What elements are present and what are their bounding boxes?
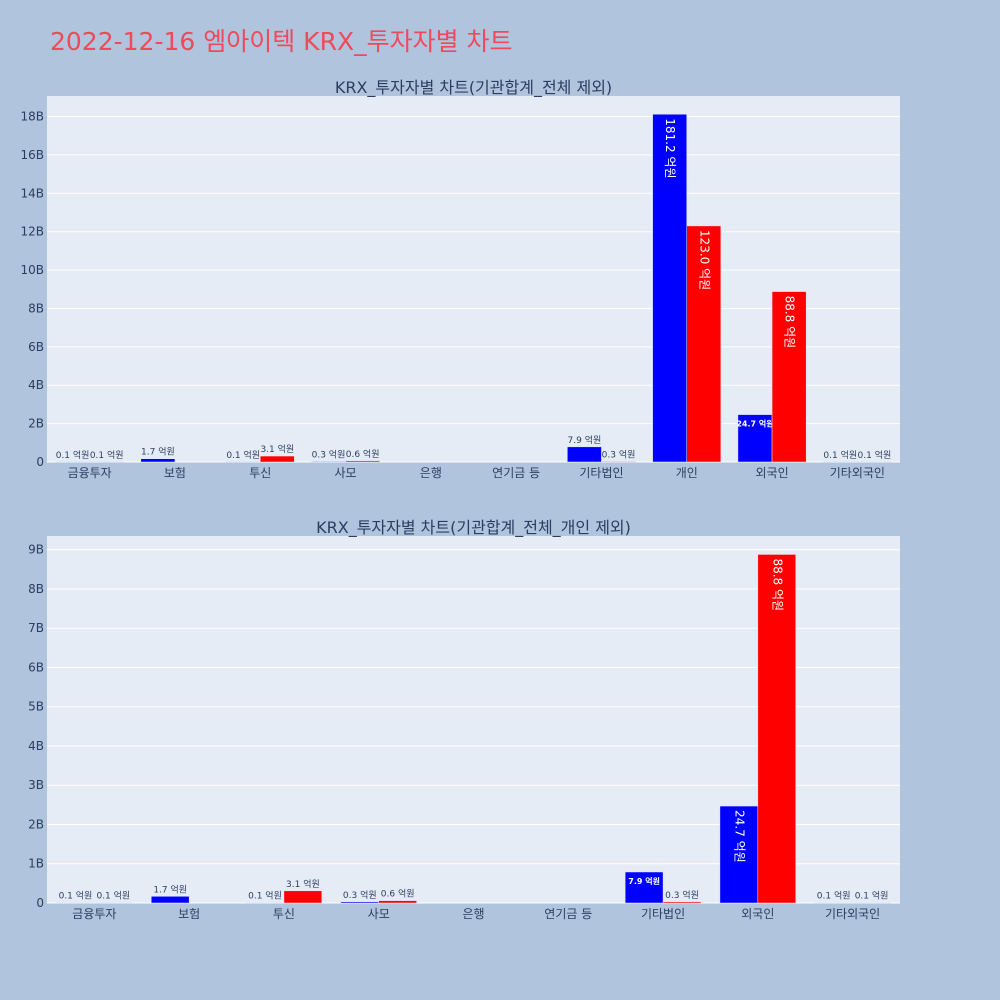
y-tick-label: 18B (20, 110, 44, 124)
y-tick-label: 0 (36, 896, 44, 910)
bar (311, 461, 346, 463)
bar (757, 554, 796, 904)
bar (260, 455, 295, 463)
x-tick-label: 보험 (178, 907, 200, 921)
data-label: 0.1 억원 (855, 890, 889, 902)
y-tick-label: 4B (28, 739, 44, 753)
y-tick-label: 2B (28, 417, 44, 431)
data-label: 0.1 억원 (823, 449, 857, 461)
x-tick-label: 사모 (368, 907, 390, 921)
data-label: 7.9 억원 (568, 434, 602, 446)
x-tick-label: 투신 (249, 466, 271, 480)
data-label: 0.1 억원 (858, 449, 892, 461)
data-label: 0.1 억원 (96, 890, 130, 902)
data-label: 3.1 억원 (286, 878, 320, 890)
bar (283, 890, 323, 904)
y-tick-label: 5B (28, 700, 44, 714)
bar (340, 901, 379, 904)
y-tick-label: 14B (20, 186, 44, 200)
data-label: 0.1 억원 (248, 890, 282, 902)
data-label: 24.7 억원 (736, 419, 773, 429)
data-label: 0.6 억원 (346, 448, 380, 460)
x-tick-label: 금융투자 (72, 907, 116, 921)
y-tick-label: 8B (28, 582, 44, 596)
bar (719, 805, 759, 904)
bar (567, 446, 602, 463)
bar (771, 291, 807, 463)
y-tick-label: 1B (28, 857, 44, 871)
chart-top: 0 2B 4B 6B 8B 10B 12B 14B 16B 18B KRX_투자자별 차트(기관합계… (20, 78, 900, 480)
bar (151, 896, 190, 904)
chart-title: KRX_투자자별 차트(기관합계_전체 제외) (335, 78, 612, 98)
data-label: 24.7 억원 (732, 810, 746, 863)
bar (601, 461, 636, 463)
bar (624, 871, 664, 904)
data-label: 0.1 억원 (817, 890, 851, 902)
x-tick-label: 기타외국인 (825, 907, 880, 921)
data-label: 1.7 억원 (153, 883, 187, 895)
data-label: 0.3 억원 (343, 889, 377, 901)
y-tick-label: 16B (20, 148, 44, 162)
y-tick-label: 0 (36, 455, 44, 469)
data-label: 3.1 억원 (260, 443, 294, 455)
chart-bottom: 0 1B 2B 3B 4B 5B 6B 7B 8B 9B KRX_투자자별 차트(기관합계_전체_개… (28, 518, 900, 921)
data-label: 123.0 억원 (697, 230, 711, 290)
y-tick-label: 6B (28, 340, 44, 354)
bar (140, 458, 176, 463)
data-label: 1.7 억원 (141, 446, 175, 458)
y-tick-label: 12B (20, 225, 44, 239)
x-tick-label: 연기금 등 (544, 907, 592, 921)
bar (737, 414, 773, 463)
bar (686, 225, 722, 463)
x-tick-label: 사모 (335, 466, 357, 480)
data-label: 0.1 억원 (90, 449, 124, 461)
y-tick-label: 9B (28, 543, 44, 557)
data-label: 0.1 억원 (59, 890, 93, 902)
data-label: 88.8 억원 (770, 558, 784, 611)
page-title: 2022-12-16 엠아이텍 KRX_투자자별 차트 (50, 27, 513, 56)
y-tick-label: 2B (28, 817, 44, 831)
x-tick-label: 금융투자 (68, 466, 112, 480)
data-label: 181.2 억원 (663, 118, 677, 178)
x-tick-label: 기타외국인 (830, 466, 885, 480)
x-tick-label: 보험 (164, 466, 186, 480)
x-tick-label: 기타법인 (641, 907, 685, 921)
y-tick-label: 8B (28, 301, 44, 315)
data-label: 0.3 억원 (602, 448, 636, 460)
data-label: 0.1 억원 (56, 449, 90, 461)
y-tick-label: 7B (28, 621, 44, 635)
y-tick-label: 3B (28, 778, 44, 792)
x-tick-label: 은행 (462, 906, 484, 921)
data-label: 0.3 억원 (312, 448, 346, 460)
plot-area (47, 96, 900, 462)
bar (345, 460, 380, 463)
data-label: 0.1 억원 (226, 449, 260, 461)
data-label: 0.6 억원 (381, 888, 415, 900)
y-tick-label: 10B (20, 263, 44, 277)
data-label: 88.8 억원 (783, 296, 797, 349)
x-tick-label: 은행 (420, 465, 442, 480)
x-tick-label: 기타법인 (579, 466, 623, 480)
y-tick-label: 6B (28, 660, 44, 674)
x-tick-label: 연기금 등 (492, 466, 540, 480)
chart-title: KRX_투자자별 차트(기관합계_전체_개인 제외) (316, 518, 631, 538)
x-tick-label: 외국인 (755, 466, 788, 480)
data-label: 0.3 억원 (665, 889, 699, 901)
x-tick-label: 개인 (676, 466, 698, 480)
bar (652, 113, 688, 463)
data-label: 7.9 억원 (628, 876, 660, 886)
x-tick-label: 투신 (273, 907, 295, 921)
bar (662, 901, 702, 904)
bar (378, 900, 417, 904)
x-tick-label: 외국인 (741, 907, 774, 921)
y-tick-label: 4B (28, 378, 44, 392)
